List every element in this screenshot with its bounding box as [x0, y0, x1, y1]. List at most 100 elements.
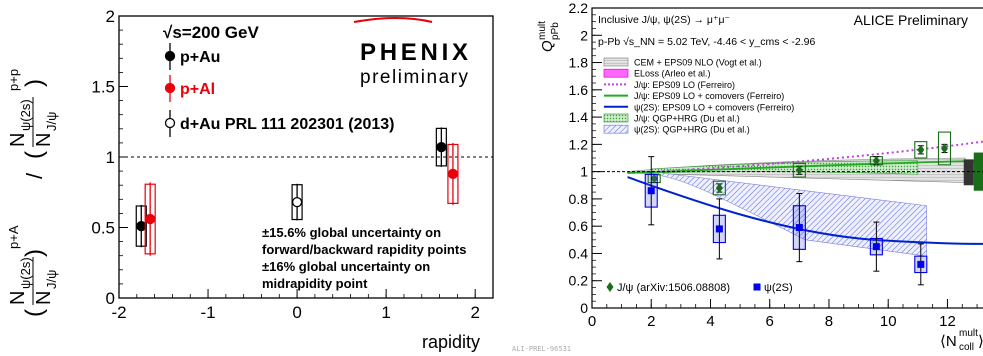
alice-curve-comovers-psi2s — [627, 176, 983, 245]
alice-xtick-label: 4 — [706, 313, 714, 330]
alice-point-0-3 — [869, 155, 883, 166]
alice-marker-square — [795, 224, 803, 232]
alice-marker-square — [715, 225, 723, 233]
alice-marker-diamond — [650, 173, 658, 184]
phenix-y-axis-label: Nψ(2s) p+A (N J/ψ) / (Nψ(2s) p+p N J/ψ) — [6, 69, 59, 317]
alice-xlabel-close: ⟩ — [978, 333, 983, 350]
alice-legend-label: J/ψ: EPS09 LO (Ferreiro) — [634, 80, 735, 90]
ylabel-pa-sup: p+A — [6, 225, 21, 249]
ylabel-paren-close: ) — [21, 249, 48, 257]
phenix-marker — [136, 220, 147, 232]
alice-xtick-label: 10 — [880, 313, 897, 330]
alice-ytick-label: 1.4 — [569, 109, 589, 125]
alice-point-1-2 — [792, 192, 806, 263]
alice-model-legend-5: J/ψ: QGP+HRG (Du et al.) — [603, 114, 740, 124]
alice-ytick-label: 1 — [580, 164, 588, 180]
phenix-legend-label: p+Al — [180, 81, 215, 98]
alice-point-1-1 — [712, 198, 726, 260]
alice-data-legend-0: J/ψ (arXiv:1506.08808) — [606, 282, 730, 294]
alice-band-qgp-psi2s — [650, 171, 928, 257]
ylabel-jpsi-sub-2: J/ψ — [44, 112, 59, 131]
ylabel-n-num-2: N — [7, 133, 29, 147]
alice-point-0-2 — [792, 162, 806, 178]
alice-xtick-label: 6 — [766, 313, 774, 330]
alice-legend-label: CEM + EPS09 NLO (Vogt et al.) — [634, 58, 762, 68]
ylabel-n-den: N — [33, 291, 55, 305]
phenix-xtick-label: 0 — [292, 303, 301, 322]
alice-marker-diamond — [795, 165, 803, 176]
phenix-ytick-label: 1.5 — [91, 78, 115, 97]
alice-xtick-label: 0 — [588, 313, 596, 330]
phenix-legend-label: p+Au — [180, 49, 220, 66]
alice-footer-tag: ALI-PREL-96531 — [512, 345, 571, 353]
alice-sys-box — [937, 131, 952, 166]
alice-model-legend-0: CEM + EPS09 NLO (Vogt et al.) — [603, 57, 762, 68]
alice-global-box-1 — [963, 159, 974, 186]
alice-xtick-label: 12 — [939, 313, 956, 330]
ylabel-pp-sup: p+p — [6, 69, 21, 91]
phenix-point-0-1 — [435, 127, 447, 167]
alice-model-legend-4: ψ(2S): EPS09 LO + comovers (Ferreiro) — [604, 102, 794, 112]
phenix-logo-text: PHENIX — [360, 39, 468, 66]
alice-legend-swatch — [603, 124, 629, 134]
alice-ytick-label: 0.6 — [569, 218, 589, 234]
alice-model-legend-3: J/ψ: EPS09 LO + comovers (Ferreiro) — [604, 91, 784, 101]
alice-ytick-label: 0.2 — [569, 273, 589, 289]
alice-ytick-label: 0.8 — [569, 191, 589, 207]
phenix-point-2-0 — [291, 183, 303, 221]
ylabel-n-num: N — [7, 291, 29, 305]
phenix-xtick-label: 1 — [381, 303, 390, 322]
alice-point-1-4 — [914, 243, 928, 286]
alice-sys-box — [712, 180, 726, 196]
phenix-energy-label: √s=200 GeV — [163, 23, 259, 42]
alice-point-1-3 — [869, 221, 883, 272]
alice-xtick-label: 2 — [647, 313, 655, 330]
phenix-marker — [291, 196, 303, 208]
phenix-note-0: ±15.6% global uncertainty on — [262, 225, 441, 240]
alice-legend-swatch — [603, 68, 629, 78]
phenix-legend-marker — [164, 50, 176, 62]
phenix-logo-swoosh — [353, 17, 433, 23]
alice-header-line-1: Inclusive J/ψ, ψ(2S) → μ⁺μ⁻ — [598, 14, 731, 26]
alice-ytick-label: 1.6 — [569, 82, 589, 98]
phenix-legend-entry-1: p+Al — [164, 75, 215, 102]
phenix-marker — [447, 168, 459, 180]
alice-point-0-5 — [937, 131, 952, 166]
phenix-point-1-0 — [144, 182, 156, 256]
alice-ytick-label: 0.4 — [569, 245, 589, 261]
alice-legend-label: J/ψ (arXiv:1506.08808) — [617, 282, 730, 294]
alice-marker-diamond — [872, 155, 880, 166]
alice-ytick-label: 2 — [580, 27, 588, 43]
phenix-legend-marker — [164, 82, 176, 94]
phenix-note-3: midrapidity point — [262, 276, 368, 291]
alice-marker-square — [872, 243, 880, 251]
phenix-marker — [436, 141, 447, 153]
alice-xlabel-main: ⟨N — [940, 333, 957, 350]
phenix-legend-entry-0: p+Au — [164, 43, 220, 70]
phenix-note-2: ±16% global uncertainty on — [262, 259, 430, 274]
alice-data-legend-1: ψ(2S) — [753, 282, 793, 294]
phenix-xtick-label: 2 — [470, 303, 479, 322]
alice-point-1-0 — [644, 156, 658, 226]
ylabel-jpsi-sub: J/ψ — [44, 270, 59, 289]
alice-xlabel-sup: mult — [959, 328, 978, 339]
alice-marker-diamond — [940, 143, 948, 154]
alice-legend-swatch — [603, 57, 629, 67]
phenix-marker — [145, 213, 156, 225]
alice-xtick-label: 8 — [825, 313, 833, 330]
phenix-note-1: forward/backward rapidity points — [262, 242, 466, 257]
phenix-legend-label: d+Au PRL 111 202301 (2013) — [180, 116, 395, 133]
alice-legend-marker — [753, 283, 761, 291]
alice-header-line-2: p-Pb √s_NN = 5.02 TeV, -4.46 < y_cms < -… — [598, 36, 816, 48]
alice-ylabel-sub: pPb — [550, 22, 561, 40]
phenix-ytick-label: 2 — [106, 7, 115, 26]
phenix-legend-marker — [164, 117, 176, 129]
ylabel-psi-sub: ψ(2s) — [18, 257, 33, 289]
alice-point-0-1 — [712, 180, 726, 196]
phenix-panel: -2 -1 0 1 2 0 0.5 1 1.5 2 rapidity Nψ(2s) p+A (N J/ψ) /… — [6, 7, 494, 352]
alice-ytick-label: 1.2 — [569, 136, 589, 152]
phenix-x-axis-label: rapidity — [422, 332, 480, 352]
alice-marker-square — [647, 187, 655, 195]
